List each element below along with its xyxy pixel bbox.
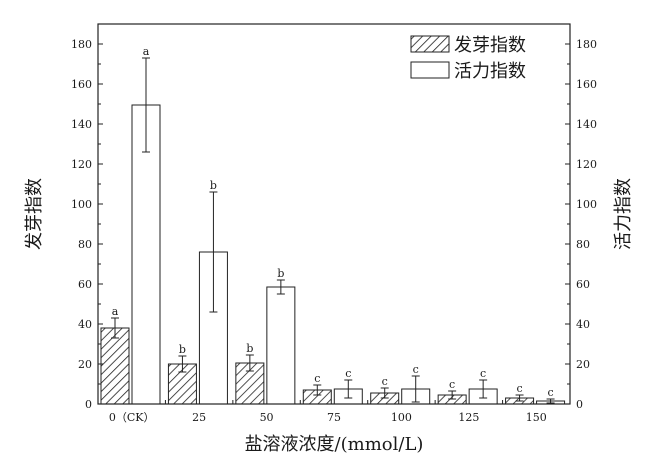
- y-left-tick-label: 160: [71, 78, 92, 91]
- y-right-tick-label: 60: [576, 278, 590, 291]
- y-left-tick-label: 40: [78, 318, 92, 331]
- significance-label: c: [413, 363, 419, 376]
- significance-label: c: [516, 382, 522, 395]
- significance-label: b: [277, 267, 284, 280]
- y-right-tick-label: 0: [576, 398, 583, 411]
- significance-label: c: [449, 378, 455, 391]
- significance-label: c: [314, 372, 320, 385]
- x-axis-title: 盐溶液浓度/(mmol/L): [245, 434, 424, 455]
- legend-label-vigor: 活力指数: [454, 61, 526, 82]
- significance-label: b: [210, 179, 217, 192]
- significance-label: a: [112, 305, 119, 318]
- x-tick-label: 75: [327, 411, 341, 424]
- plot-area-frame: [97, 23, 571, 405]
- legend-label-germination: 发芽指数: [454, 35, 526, 56]
- y-right-tick-label: 40: [576, 318, 590, 331]
- y-right-tick-label: 160: [576, 78, 597, 91]
- x-tick-label: 100: [391, 411, 412, 424]
- bar-vigor-index: [266, 286, 296, 405]
- x-tick-label: 50: [260, 411, 274, 424]
- y-left-tick-label: 80: [78, 238, 92, 251]
- y-axis-right-title: 活力指数: [613, 178, 634, 250]
- legend-swatch-hatched: [410, 35, 450, 53]
- x-tick-label: 0（CK）: [109, 411, 155, 424]
- y-left-tick-label: 20: [78, 358, 92, 371]
- y-left-tick-label: 0: [85, 398, 92, 411]
- y-right-tick-label: 180: [576, 38, 597, 51]
- y-right-tick-label: 80: [576, 238, 590, 251]
- significance-label: b: [246, 342, 253, 355]
- y-axis-left-title: 发芽指数: [24, 178, 45, 250]
- y-right-tick-label: 120: [576, 158, 597, 171]
- y-left-tick-label: 120: [71, 158, 92, 171]
- significance-label: c: [480, 367, 486, 380]
- bar-vigor-index: [131, 104, 161, 405]
- y-right-tick-label: 140: [576, 118, 597, 131]
- significance-label: b: [179, 343, 186, 356]
- x-tick-label: 25: [192, 411, 206, 424]
- bar-germination-index: [100, 327, 130, 405]
- y-left-tick-label: 100: [71, 198, 92, 211]
- x-tick-label: 150: [526, 411, 547, 424]
- significance-label: c: [345, 367, 351, 380]
- y-right-tick-label: 100: [576, 198, 597, 211]
- y-right-tick-label: 20: [576, 358, 590, 371]
- y-left-tick-label: 180: [71, 38, 92, 51]
- x-tick-label: 125: [458, 411, 479, 424]
- y-left-tick-label: 140: [71, 118, 92, 131]
- significance-label: c: [547, 386, 553, 399]
- legend: 发芽指数 活力指数: [410, 35, 526, 82]
- legend-swatch-open: [410, 61, 450, 79]
- significance-label: c: [382, 375, 388, 388]
- y-left-tick-label: 60: [78, 278, 92, 291]
- significance-label: a: [143, 45, 150, 58]
